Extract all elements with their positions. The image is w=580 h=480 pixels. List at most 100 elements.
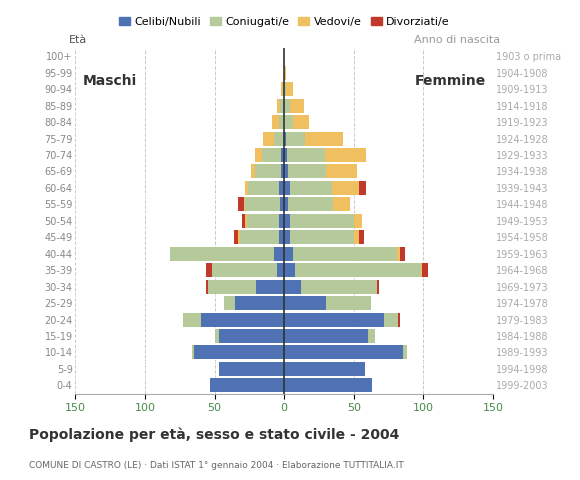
- Bar: [403, 346, 407, 360]
- Bar: [246, 214, 278, 228]
- Bar: [224, 296, 235, 310]
- Bar: [244, 197, 245, 211]
- Bar: [292, 115, 309, 129]
- Bar: [277, 98, 280, 113]
- Bar: [284, 115, 292, 129]
- Text: Anno di nascita: Anno di nascita: [414, 35, 500, 45]
- Bar: [284, 296, 326, 310]
- Bar: [284, 346, 403, 360]
- Bar: [360, 181, 367, 195]
- Bar: [284, 148, 287, 162]
- Bar: [274, 132, 284, 145]
- Bar: [360, 230, 364, 244]
- Bar: [292, 247, 397, 261]
- Text: Maschi: Maschi: [82, 74, 137, 88]
- Bar: [326, 296, 371, 310]
- Bar: [284, 280, 301, 294]
- Bar: [284, 98, 290, 113]
- Bar: [284, 247, 292, 261]
- Bar: [284, 263, 295, 277]
- Bar: [290, 214, 354, 228]
- Bar: [248, 181, 278, 195]
- Bar: [281, 165, 284, 179]
- Bar: [290, 181, 332, 195]
- Bar: [240, 230, 278, 244]
- Text: Popolazione per età, sesso e stato civile - 2004: Popolazione per età, sesso e stato civil…: [29, 427, 400, 442]
- Bar: [326, 165, 357, 179]
- Text: Età: Età: [68, 35, 86, 45]
- Bar: [281, 82, 283, 96]
- Bar: [354, 214, 362, 228]
- Bar: [420, 263, 422, 277]
- Bar: [284, 165, 288, 179]
- Bar: [285, 132, 305, 145]
- Bar: [397, 247, 400, 261]
- Bar: [288, 165, 326, 179]
- Bar: [206, 263, 212, 277]
- Bar: [305, 132, 343, 145]
- Bar: [280, 98, 284, 113]
- Bar: [284, 378, 372, 392]
- Bar: [284, 362, 365, 376]
- Bar: [284, 230, 290, 244]
- Bar: [333, 197, 350, 211]
- Bar: [170, 247, 274, 261]
- Bar: [285, 82, 292, 96]
- Bar: [422, 263, 427, 277]
- Bar: [284, 66, 285, 80]
- Bar: [354, 230, 360, 244]
- Bar: [255, 148, 262, 162]
- Bar: [368, 329, 375, 343]
- Bar: [385, 312, 398, 326]
- Bar: [212, 263, 277, 277]
- Bar: [201, 312, 284, 326]
- Bar: [280, 197, 284, 211]
- Bar: [278, 230, 284, 244]
- Bar: [278, 181, 284, 195]
- Bar: [242, 214, 245, 228]
- Bar: [277, 263, 284, 277]
- Bar: [194, 346, 284, 360]
- Bar: [234, 230, 238, 244]
- Bar: [235, 296, 284, 310]
- Bar: [284, 132, 285, 145]
- Bar: [398, 312, 400, 326]
- Bar: [238, 197, 244, 211]
- Bar: [245, 214, 246, 228]
- Bar: [245, 197, 280, 211]
- Bar: [215, 329, 219, 343]
- Bar: [193, 346, 194, 360]
- Bar: [284, 197, 288, 211]
- Bar: [284, 181, 290, 195]
- Bar: [245, 181, 248, 195]
- Bar: [206, 280, 208, 294]
- Bar: [219, 362, 284, 376]
- Bar: [283, 82, 284, 96]
- Bar: [284, 329, 368, 343]
- Bar: [301, 280, 378, 294]
- Bar: [325, 148, 367, 162]
- Bar: [281, 148, 284, 162]
- Bar: [256, 280, 284, 294]
- Bar: [290, 98, 304, 113]
- Bar: [284, 82, 285, 96]
- Bar: [290, 230, 354, 244]
- Bar: [219, 329, 284, 343]
- Bar: [284, 214, 290, 228]
- Bar: [284, 312, 385, 326]
- Bar: [378, 280, 379, 294]
- Bar: [262, 148, 281, 162]
- Legend: Celibi/Nubili, Coniugati/e, Vedovi/e, Divorziati/e: Celibi/Nubili, Coniugati/e, Vedovi/e, Di…: [114, 12, 454, 31]
- Bar: [251, 165, 255, 179]
- Text: COMUNE DI CASTRO (LE) · Dati ISTAT 1° gennaio 2004 · Elaborazione TUTTITALIA.IT: COMUNE DI CASTRO (LE) · Dati ISTAT 1° ge…: [29, 461, 404, 470]
- Bar: [295, 263, 420, 277]
- Bar: [255, 165, 281, 179]
- Bar: [271, 115, 278, 129]
- Bar: [263, 132, 274, 145]
- Bar: [238, 230, 240, 244]
- Bar: [274, 247, 284, 261]
- Bar: [278, 214, 284, 228]
- Bar: [287, 148, 325, 162]
- Text: Femmine: Femmine: [415, 74, 486, 88]
- Bar: [211, 378, 284, 392]
